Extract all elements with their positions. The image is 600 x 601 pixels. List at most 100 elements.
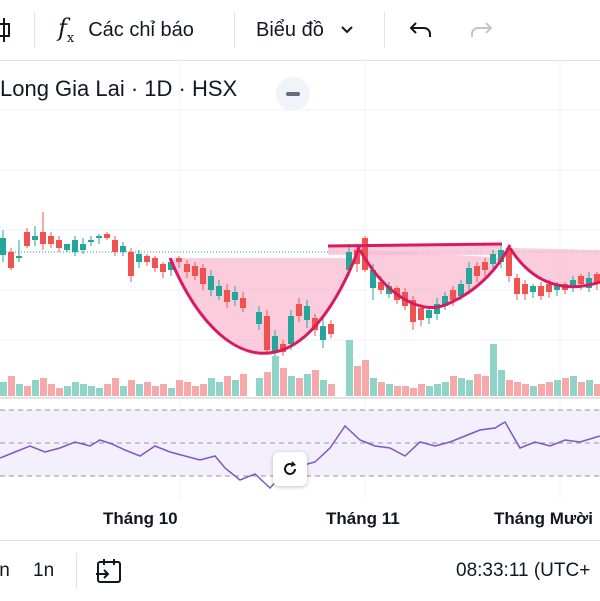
candle (152, 258, 158, 268)
volume-bar (490, 344, 497, 396)
candle (240, 298, 246, 308)
volume-bar (56, 388, 63, 396)
candle (362, 238, 368, 270)
redo-button[interactable] (468, 0, 494, 60)
candle (570, 280, 576, 288)
indicators-label: Các chỉ báo (88, 18, 194, 41)
volume-bar (32, 380, 39, 396)
candle (466, 268, 472, 284)
candle (48, 236, 54, 244)
volume-bar (586, 380, 593, 396)
reset-icon (284, 461, 296, 475)
candle (304, 306, 310, 320)
undo-icon (409, 22, 431, 37)
volume-bar (24, 386, 31, 396)
volume-bar (554, 380, 561, 396)
volume-bar (192, 386, 199, 396)
bottom-divider (76, 553, 77, 589)
price-chart[interactable] (0, 60, 600, 500)
volume-bar (64, 386, 71, 396)
candle (426, 310, 432, 318)
volume-bar (216, 382, 223, 396)
volume-bar (112, 378, 119, 396)
indicators-button[interactable]: fx Các chỉ báo (58, 0, 194, 60)
candle (594, 274, 600, 282)
candle (184, 264, 190, 272)
candle (370, 270, 376, 288)
x-axis-label: Tháng Mười (494, 509, 593, 528)
candle (24, 232, 30, 246)
volume-bar (320, 380, 327, 396)
candle (168, 262, 174, 270)
candle-icon[interactable] (0, 0, 12, 60)
volume-bar (346, 340, 353, 396)
pattern-line (168, 244, 362, 355)
volume-bar (506, 380, 513, 396)
range-button-partial[interactable]: ín (0, 560, 10, 581)
volume-bar (578, 382, 585, 396)
volume-bar (16, 384, 23, 396)
pattern-line (358, 244, 512, 310)
candle (136, 254, 142, 262)
candle (64, 244, 70, 250)
volume-bar (144, 382, 151, 396)
volume-bar (418, 384, 425, 396)
pattern-line (508, 247, 600, 289)
toolbar-divider (234, 12, 235, 48)
clock-timezone[interactable]: 08:33:11 (UTC+ (456, 560, 591, 581)
candle (0, 238, 6, 255)
volume-bar (474, 374, 481, 396)
handle-area (328, 245, 500, 255)
candle (56, 240, 62, 248)
volume-bar (378, 382, 385, 396)
volume-bar (0, 382, 7, 396)
volume-bar (394, 386, 401, 396)
reset-chart-button[interactable] (273, 452, 307, 486)
volume-bar (522, 384, 529, 396)
candle (232, 292, 238, 300)
volume-bar (280, 368, 287, 396)
volume-bar (370, 378, 377, 396)
collapse-legend-button[interactable] (276, 77, 310, 111)
volume-bar (546, 382, 553, 396)
candle (272, 336, 278, 352)
volume-bar (80, 384, 87, 396)
candle (160, 264, 166, 272)
range-button-1n[interactable]: 1n (33, 560, 55, 581)
candle (410, 300, 416, 322)
candle (328, 324, 334, 334)
volume-bar (538, 384, 545, 396)
chevron-down-icon (341, 26, 353, 34)
toolbar-divider (384, 12, 385, 48)
volume-bar (402, 386, 409, 396)
volume-bar (40, 378, 47, 396)
volume-bar (104, 384, 111, 396)
candle (192, 266, 198, 276)
volume-bar (296, 378, 303, 396)
x-axis-label: Tháng 11 (326, 509, 400, 528)
volume-bar (240, 374, 247, 396)
candle (200, 268, 206, 284)
candle (264, 316, 270, 350)
candle (280, 344, 286, 352)
chart-type-button[interactable]: Biểu đồ (256, 0, 354, 60)
candle (554, 284, 560, 290)
candle (546, 284, 552, 292)
volume-bar (232, 380, 239, 396)
volume-bar (426, 386, 433, 396)
volume-bars (0, 340, 600, 396)
candle (578, 276, 584, 284)
volume-bar (152, 386, 159, 396)
undo-button[interactable] (408, 0, 434, 60)
volume-bar (362, 360, 369, 396)
volume-bar (482, 376, 489, 396)
candle (216, 286, 222, 296)
indicator-fx-icon: fx (58, 14, 75, 46)
redo-icon (471, 22, 493, 37)
volume-bar (208, 378, 215, 396)
candle (176, 258, 182, 262)
goto-date-button[interactable] (94, 541, 124, 601)
candle (490, 254, 496, 264)
symbol-title: Long Gia Lai · 1D · HSX (0, 76, 238, 101)
volume-bar (184, 382, 191, 396)
